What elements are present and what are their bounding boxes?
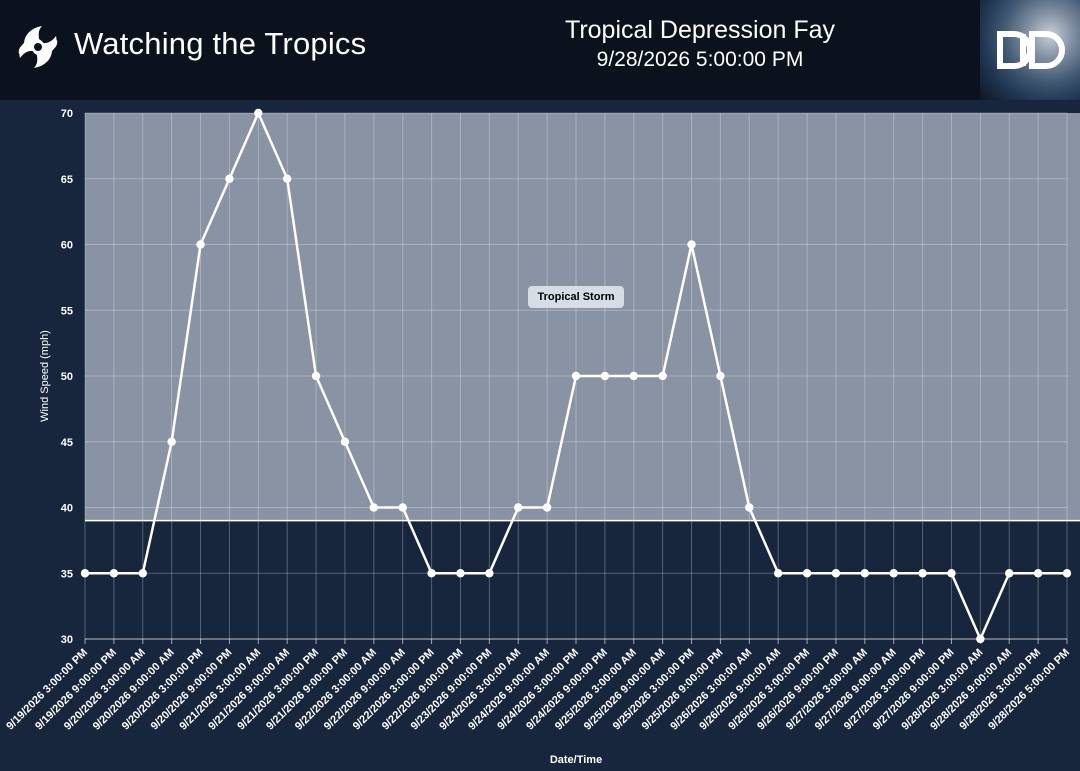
data-point-3[interactable] [167, 437, 176, 446]
data-point-27[interactable] [860, 569, 870, 578]
y-tick-label-5: 55 [61, 305, 73, 317]
x-axis-title: Date/Time [550, 754, 602, 766]
data-point-33[interactable] [1033, 569, 1043, 578]
data-point-17[interactable] [571, 371, 581, 381]
data-point-6[interactable] [254, 108, 263, 118]
brand-title: Watching the Tropics [74, 26, 367, 61]
data-point-23[interactable] [745, 503, 754, 512]
data-point-24[interactable] [773, 569, 783, 578]
data-point-25[interactable] [802, 569, 812, 578]
y-tick-label-1: 35 [61, 568, 73, 580]
data-point-19[interactable] [629, 371, 638, 381]
tropical-storm-band-tail [1067, 113, 1080, 521]
series-layer [80, 108, 1072, 644]
y-tick-label-7: 65 [61, 174, 73, 186]
y-tick-label-0: 30 [61, 634, 73, 646]
storm-timestamp: 9/28/2026 5:00:00 PM [596, 48, 804, 71]
y-tick-label-6: 60 [61, 240, 73, 252]
data-point-15[interactable] [514, 503, 523, 512]
y-axis-title: Wind Speed (mph) [39, 330, 51, 422]
data-point-18[interactable] [600, 371, 610, 381]
header-bar: Watching the Tropics Tropical Depression… [0, 0, 1080, 100]
tropical-storm-label-bg [528, 286, 624, 308]
data-point-1[interactable] [109, 569, 119, 578]
y-tick-label-2: 40 [61, 503, 73, 515]
threshold-label-layer: Tropical Storm [528, 286, 624, 308]
data-point-8[interactable] [311, 371, 321, 381]
data-point-9[interactable] [340, 437, 350, 446]
data-point-20[interactable] [658, 371, 667, 381]
depression-band [85, 520, 1067, 639]
dd-logo [980, 0, 1080, 100]
data-point-12[interactable] [427, 569, 436, 578]
y-tick-label-8: 70 [61, 108, 73, 120]
data-point-28[interactable] [889, 569, 898, 578]
data-point-5[interactable] [225, 174, 234, 183]
data-point-34[interactable] [1062, 569, 1072, 578]
data-point-26[interactable] [831, 569, 841, 578]
y-axis: 30 35 40 45 50 55 60 65 70 [61, 108, 73, 646]
data-point-22[interactable] [716, 371, 725, 381]
data-point-2[interactable] [138, 569, 147, 578]
plot-area [84, 112, 1080, 640]
hurricane-icon [18, 26, 58, 68]
data-point-32[interactable] [1005, 569, 1014, 578]
x-axis: 9/19/2026 3:00:00 PM9/19/2026 9:00:00 PM… [4, 639, 1072, 733]
y-tick-label-4: 50 [61, 371, 73, 383]
data-point-11[interactable] [398, 503, 407, 512]
tropical-storm-band [85, 113, 1067, 521]
data-point-13[interactable] [456, 569, 465, 578]
tropical-storm-label: Tropical Storm [537, 291, 614, 303]
data-point-21[interactable] [687, 240, 696, 249]
dd-logo-icon [997, 31, 1065, 69]
data-point-4[interactable] [196, 240, 205, 249]
data-point-16[interactable] [542, 503, 552, 512]
data-point-7[interactable] [282, 174, 292, 183]
storm-name: Tropical Depression Fay [564, 16, 835, 44]
data-point-31[interactable] [976, 634, 985, 644]
data-point-0[interactable] [80, 569, 90, 578]
data-point-10[interactable] [369, 503, 379, 512]
data-point-14[interactable] [485, 569, 494, 578]
y-tick-label-3: 45 [61, 437, 73, 449]
data-point-29[interactable] [918, 569, 927, 578]
data-point-30[interactable] [947, 569, 956, 578]
wind-speed-chart: 9/19/2026 3:00:00 PM9/19/2026 9:00:00 PM… [4, 108, 1080, 766]
